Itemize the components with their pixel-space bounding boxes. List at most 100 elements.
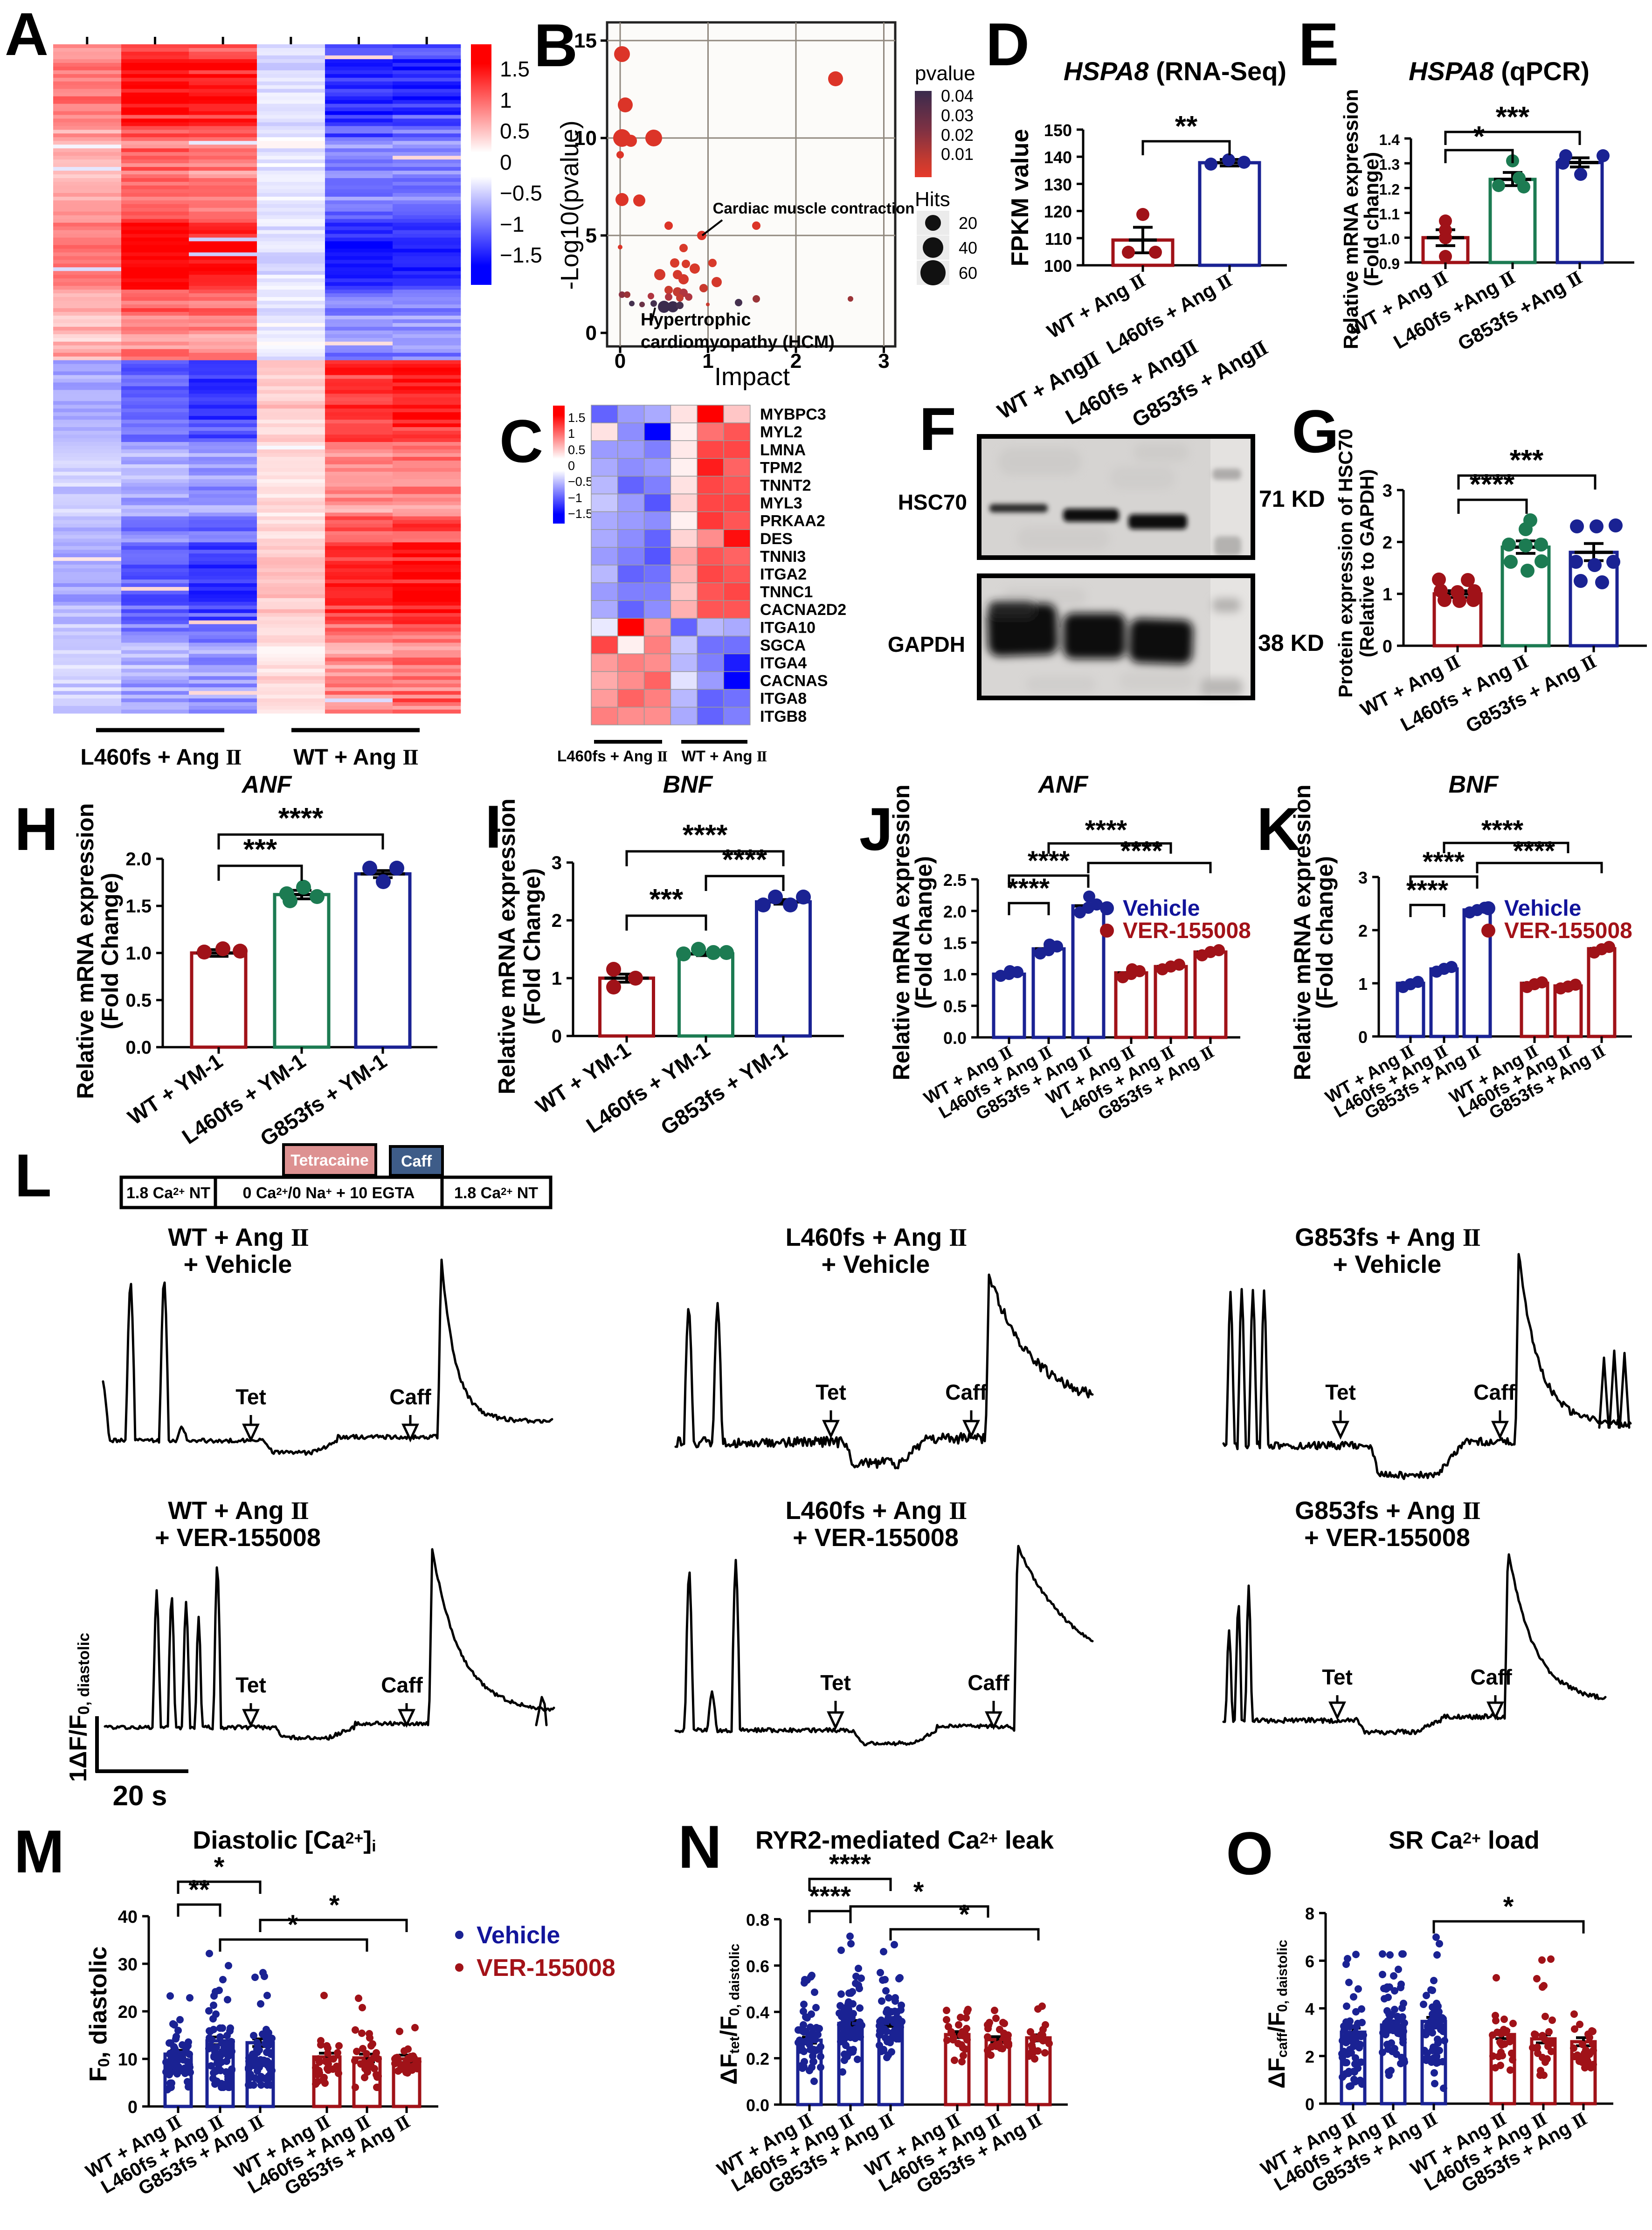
svg-text:***: *** [1496, 101, 1530, 133]
svg-text:Impact: Impact [714, 363, 790, 391]
svg-text:Relative mRNA expression: Relative mRNA expression [1340, 89, 1362, 349]
svg-text:0: 0 [1358, 1028, 1368, 1047]
svg-text:HSPA8 (qPCR): HSPA8 (qPCR) [1409, 56, 1590, 86]
svg-text:Tetracaine: Tetracaine [290, 1152, 369, 1169]
svg-text:1.0: 1.0 [125, 943, 152, 964]
svg-text:0.9: 0.9 [1379, 255, 1400, 272]
svg-text:G: G [1292, 397, 1339, 465]
svg-text:Caff: Caff [389, 1385, 431, 1409]
svg-text:120: 120 [1044, 202, 1072, 221]
svg-text:-Log10(pvalue): -Log10(pvalue) [556, 120, 584, 290]
svg-text:MYL3: MYL3 [760, 495, 802, 512]
svg-text:0: 0 [128, 2098, 138, 2117]
svg-text:Caff: Caff [381, 1673, 423, 1697]
svg-text:4: 4 [1305, 2000, 1314, 2019]
svg-text:0.5: 0.5 [943, 997, 967, 1016]
svg-text:ANF: ANF [1037, 771, 1089, 798]
svg-text:Relative mRNA expression: Relative mRNA expression [888, 785, 914, 1081]
svg-text:***: *** [243, 834, 277, 866]
svg-text:−0.5: −0.5 [500, 181, 542, 205]
svg-text:2.5: 2.5 [943, 870, 967, 890]
svg-text:SGCA: SGCA [760, 636, 806, 654]
svg-text:38 KD: 38 KD [1258, 630, 1324, 656]
svg-text:20: 20 [118, 2002, 138, 2022]
svg-text:****: **** [1120, 836, 1163, 866]
svg-text:+ VER-155008: + VER-155008 [1304, 1524, 1470, 1552]
svg-text:1.0: 1.0 [1379, 231, 1400, 248]
svg-text:−0.5: −0.5 [568, 475, 593, 489]
svg-text:Diastolic [Ca2+]i: Diastolic [Ca2+]i [193, 1826, 376, 1855]
svg-text:2: 2 [552, 911, 562, 931]
svg-text:110: 110 [1045, 229, 1072, 249]
svg-text:1.5: 1.5 [568, 411, 586, 425]
svg-text:M: M [14, 1817, 64, 1885]
svg-text:1.4: 1.4 [1379, 131, 1400, 148]
svg-text:0.0: 0.0 [746, 2096, 769, 2115]
svg-text:1.3: 1.3 [1379, 156, 1400, 173]
svg-text:Cardiac muscle contraction: Cardiac muscle contraction [713, 200, 915, 217]
svg-text:E: E [1299, 10, 1339, 78]
svg-text:Vehicle: Vehicle [477, 1922, 560, 1949]
svg-text:****: **** [829, 1849, 871, 1879]
svg-text:ITGA8: ITGA8 [760, 690, 807, 708]
svg-text:(Fold change): (Fold change) [1360, 152, 1383, 286]
svg-text:−1.5: −1.5 [568, 507, 593, 521]
svg-text:****: **** [722, 844, 767, 876]
svg-text:1: 1 [552, 968, 562, 989]
svg-text:LMNA: LMNA [760, 441, 806, 459]
svg-text:2: 2 [1382, 533, 1392, 552]
svg-text:VER-155008: VER-155008 [477, 1954, 615, 1981]
svg-text:0.2: 0.2 [746, 2050, 769, 2069]
svg-text:L: L [14, 1141, 51, 1209]
svg-text:1.8 Ca2+ NT: 1.8 Ca2+ NT [454, 1184, 538, 1202]
svg-text:GAPDH: GAPDH [888, 632, 965, 656]
svg-text:ITGB8: ITGB8 [760, 708, 807, 725]
svg-text:N: N [678, 1813, 722, 1881]
svg-text:G853fs + Ang II: G853fs + Ang II [1295, 1497, 1480, 1525]
svg-text:130: 130 [1044, 175, 1072, 194]
svg-text:(Fold Change): (Fold Change) [519, 868, 545, 1025]
svg-text:(Fold Change): (Fold Change) [97, 873, 123, 1029]
svg-text:WT + Ang II: WT + Ang II [168, 1223, 308, 1251]
svg-text:L460fs + Ang II: L460fs + Ang II [786, 1223, 967, 1251]
svg-text:L460fs + Ang II: L460fs + Ang II [786, 1497, 967, 1525]
svg-text:Tet: Tet [235, 1673, 266, 1697]
svg-text:MYL2: MYL2 [760, 423, 802, 441]
svg-text:*: * [959, 1899, 970, 1930]
svg-text:BNF: BNF [1449, 771, 1499, 798]
svg-text:***: *** [650, 884, 684, 916]
svg-text:−1.5: −1.5 [500, 243, 542, 267]
svg-text:40: 40 [118, 1907, 138, 1927]
svg-text:K: K [1257, 795, 1300, 863]
svg-text:(Relative to GAPDH): (Relative to GAPDH) [1356, 469, 1378, 657]
svg-text:−1: −1 [568, 491, 582, 505]
svg-text:Vehicle: Vehicle [1123, 896, 1200, 921]
svg-text:20: 20 [959, 214, 977, 233]
svg-text:****: **** [1008, 873, 1050, 904]
svg-text:0.5: 0.5 [500, 119, 530, 143]
svg-text:I: I [485, 793, 502, 861]
svg-text:0.04: 0.04 [941, 86, 974, 105]
svg-text:8: 8 [1305, 1904, 1314, 1923]
svg-text:cardiomyopathy (HCM): cardiomyopathy (HCM) [641, 332, 835, 352]
svg-text:**: ** [1175, 110, 1198, 143]
svg-text:****: **** [683, 819, 728, 851]
svg-text:Tet: Tet [1325, 1380, 1356, 1404]
svg-text:ITGA4: ITGA4 [760, 654, 807, 672]
svg-text:0.4: 0.4 [746, 2003, 769, 2022]
svg-text:****: **** [1406, 875, 1449, 905]
svg-text:20 s: 20 s [113, 1780, 167, 1811]
svg-text:Tet: Tet [1322, 1665, 1353, 1689]
svg-text:F: F [919, 395, 956, 463]
svg-text:****: **** [278, 802, 324, 835]
svg-text:−1: −1 [500, 212, 524, 236]
svg-text:pvalue: pvalue [915, 62, 975, 85]
svg-text:*: * [288, 1910, 298, 1940]
svg-text:1ΔF/F0, diastolic: 1ΔF/F0, diastolic [65, 1633, 93, 1782]
svg-text:Caff: Caff [1473, 1380, 1515, 1404]
svg-text:ITGA2: ITGA2 [760, 566, 807, 583]
svg-text:DES: DES [760, 530, 793, 548]
svg-text:1: 1 [1382, 585, 1392, 605]
svg-text:0: 0 [552, 1026, 562, 1047]
svg-text:1: 1 [568, 427, 575, 441]
